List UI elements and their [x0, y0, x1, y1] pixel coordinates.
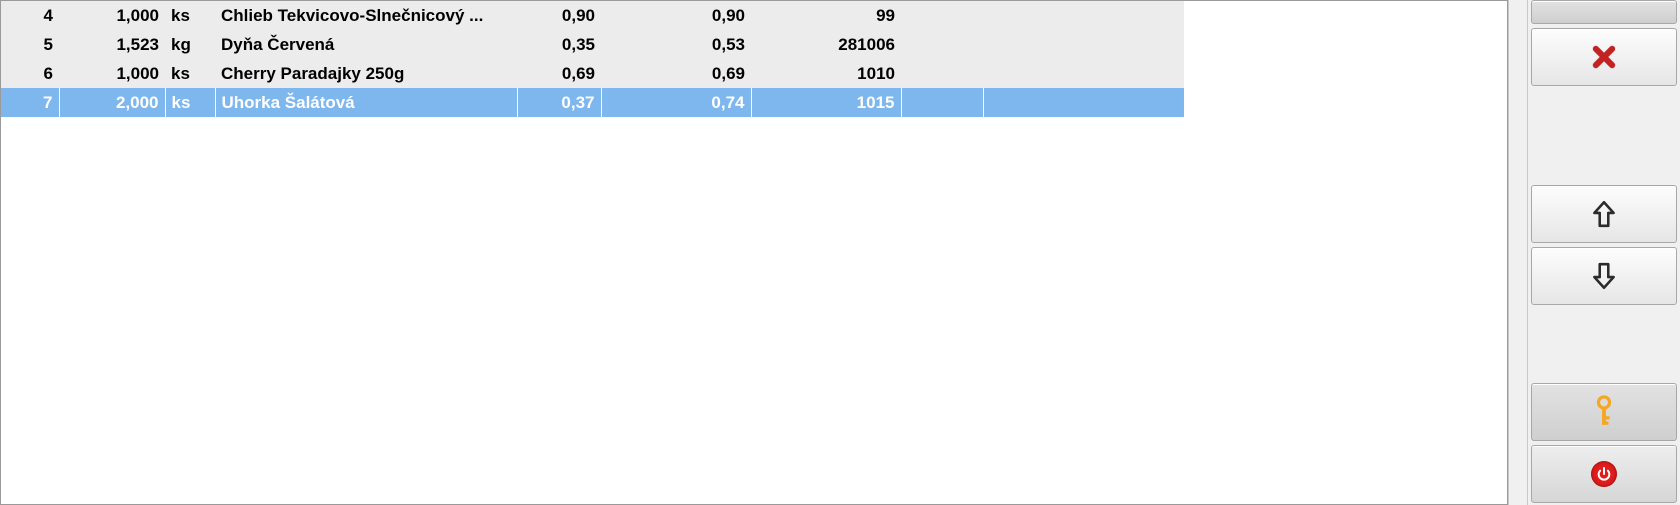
cell-extra1 [901, 30, 983, 59]
cell-total: 0,74 [601, 88, 751, 117]
lock-button[interactable] [1531, 383, 1677, 441]
cell-num: 4 [1, 1, 59, 30]
cell-total: 0,69 [601, 59, 751, 88]
cell-extra2 [983, 1, 1184, 30]
power-icon [1591, 461, 1617, 487]
power-button[interactable] [1531, 445, 1677, 503]
cell-unit: ks [165, 1, 215, 30]
scroll-down-button[interactable] [1531, 247, 1677, 305]
cell-name: Cherry Paradajky 250g [215, 59, 517, 88]
cell-extra1 [901, 59, 983, 88]
cell-name: Dyňa Červená [215, 30, 517, 59]
cell-extra2 [983, 88, 1184, 117]
table-row[interactable]: 4 1,000 ks Chlieb Tekvicovo-Slnečnicový … [1, 1, 1184, 30]
table-row[interactable]: 5 1,523 kg Dyňa Červená 0,35 0,53 281006 [1, 30, 1184, 59]
side-toolbar [1528, 0, 1680, 505]
cell-extra1 [901, 1, 983, 30]
items-panel: 4 1,000 ks Chlieb Tekvicovo-Slnečnicový … [0, 0, 1508, 505]
cell-unit: ks [165, 88, 215, 117]
arrow-up-icon [1591, 199, 1617, 229]
table-row[interactable]: 6 1,000 ks Cherry Paradajky 250g 0,69 0,… [1, 59, 1184, 88]
scrollbar-gutter[interactable] [1508, 0, 1528, 505]
cell-qty: 1,000 [59, 59, 165, 88]
cell-qty: 1,523 [59, 30, 165, 59]
cell-unit-price: 0,90 [517, 1, 601, 30]
key-icon [1593, 395, 1615, 429]
table-row[interactable]: 7 2,000 ks Uhorka Šalátová 0,37 0,74 101… [1, 88, 1184, 117]
items-table-wrap: 4 1,000 ks Chlieb Tekvicovo-Slnečnicový … [1, 1, 1076, 117]
items-table-body: 4 1,000 ks Chlieb Tekvicovo-Slnečnicový … [1, 1, 1184, 117]
cell-name: Chlieb Tekvicovo-Slnečnicový ... [215, 1, 517, 30]
cell-extra1 [901, 88, 983, 117]
cell-num: 6 [1, 59, 59, 88]
cell-num: 7 [1, 88, 59, 117]
arrow-down-icon [1591, 261, 1617, 291]
delete-button[interactable] [1531, 28, 1677, 86]
cell-total: 0,90 [601, 1, 751, 30]
cell-code: 1015 [751, 88, 901, 117]
cell-qty: 1,000 [59, 1, 165, 30]
cell-qty: 2,000 [59, 88, 165, 117]
cell-extra2 [983, 30, 1184, 59]
cell-total: 0,53 [601, 30, 751, 59]
cell-code: 1010 [751, 59, 901, 88]
cell-extra2 [983, 59, 1184, 88]
cell-code: 281006 [751, 30, 901, 59]
cell-unit-price: 0,69 [517, 59, 601, 88]
toolbar-gap [1528, 88, 1680, 183]
cell-name: Uhorka Šalátová [215, 88, 517, 117]
cell-unit-price: 0,37 [517, 88, 601, 117]
toolbar-gap [1528, 307, 1680, 381]
cell-unit-price: 0,35 [517, 30, 601, 59]
scroll-up-button[interactable] [1531, 185, 1677, 243]
cell-unit: kg [165, 30, 215, 59]
toolbar-partial-button[interactable] [1531, 0, 1677, 24]
app-root: 4 1,000 ks Chlieb Tekvicovo-Slnečnicový … [0, 0, 1680, 505]
cell-code: 99 [751, 1, 901, 30]
items-table: 4 1,000 ks Chlieb Tekvicovo-Slnečnicový … [1, 1, 1184, 117]
x-icon [1590, 43, 1618, 71]
cell-num: 5 [1, 30, 59, 59]
cell-unit: ks [165, 59, 215, 88]
